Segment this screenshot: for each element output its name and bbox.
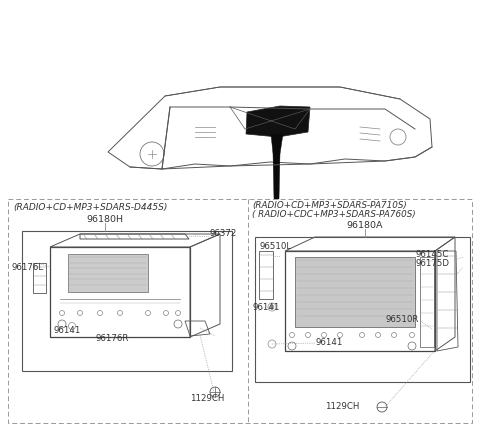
Bar: [420, 258, 434, 347]
Text: 96141: 96141: [252, 302, 279, 311]
Bar: [255, 237, 470, 382]
Bar: [8, 200, 472, 423]
Text: 96510R: 96510R: [385, 314, 419, 323]
Text: 96141: 96141: [315, 337, 342, 346]
Polygon shape: [246, 107, 310, 138]
Text: 96180A: 96180A: [347, 221, 383, 230]
Circle shape: [270, 305, 274, 309]
Text: 96180H: 96180H: [86, 215, 123, 224]
Text: 96176L: 96176L: [11, 262, 43, 271]
Bar: [285, 252, 435, 351]
Text: (RADIO+CD+MP3+SDARS-D445S): (RADIO+CD+MP3+SDARS-D445S): [13, 203, 168, 212]
Text: 96175D: 96175D: [415, 258, 449, 267]
Text: 96145C: 96145C: [415, 249, 448, 258]
Text: 96141: 96141: [53, 325, 80, 334]
Text: 96176R: 96176R: [95, 333, 128, 342]
Text: 1129CH: 1129CH: [325, 401, 360, 410]
Text: 96372: 96372: [209, 228, 236, 237]
Text: (RADIO+CD+MP3+SDARS-PA710S): (RADIO+CD+MP3+SDARS-PA710S): [252, 200, 407, 209]
Text: ( RADIO+CDC+MP3+SDARS-PA760S): ( RADIO+CDC+MP3+SDARS-PA760S): [252, 209, 416, 218]
Bar: [68, 255, 148, 292]
Text: 1129CH: 1129CH: [190, 393, 224, 402]
Bar: [295, 258, 415, 327]
Bar: [22, 231, 232, 371]
Text: 96510L: 96510L: [260, 241, 292, 250]
Polygon shape: [271, 135, 283, 200]
Bar: [50, 247, 190, 337]
